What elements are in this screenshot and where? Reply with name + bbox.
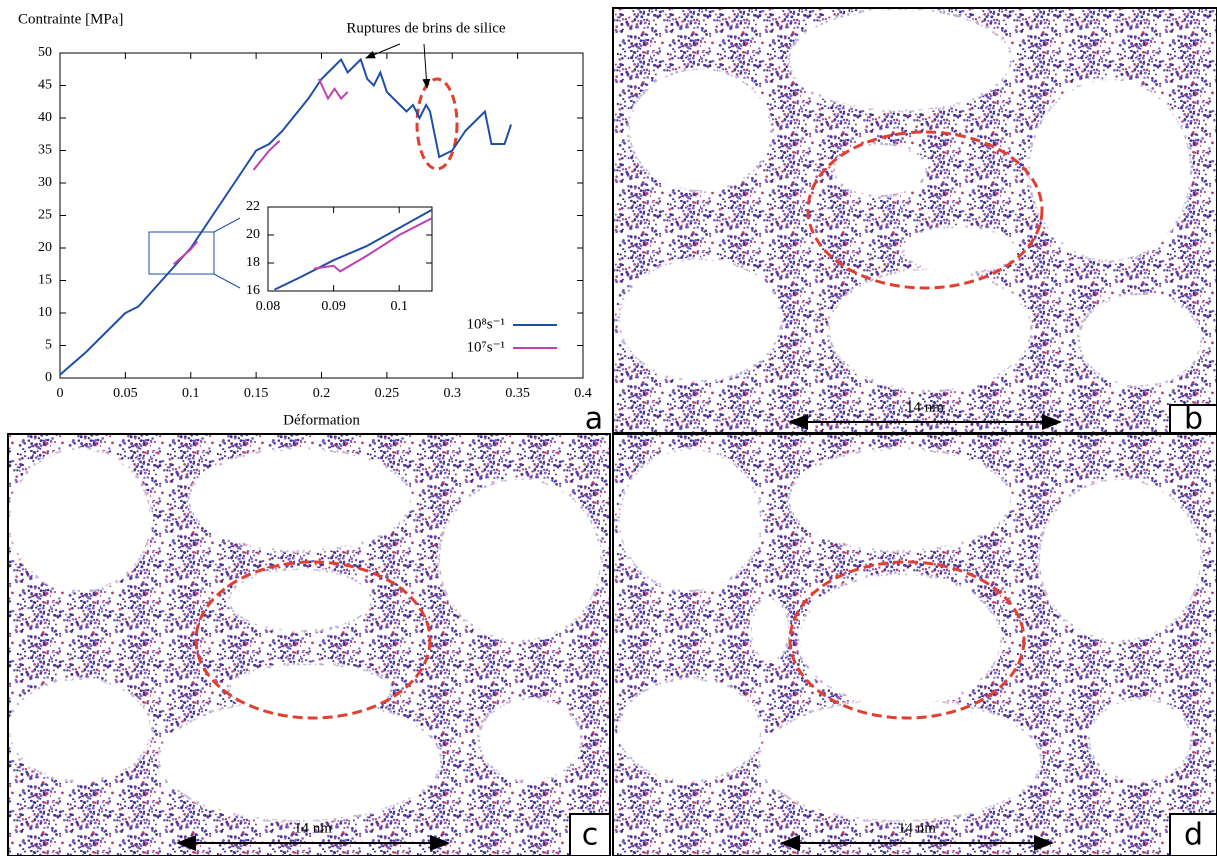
pore [8,447,153,593]
y-tick-label: 16 [246,283,260,298]
pore [227,662,393,718]
y-tick-label: 25 [38,208,52,223]
pore [8,677,153,783]
y-tick-label: 45 [38,78,52,93]
y-tick-label: 5 [45,338,52,353]
x-tick-label: 0 [57,386,64,401]
panel-label-box [1169,813,1217,856]
y-axis-label: Contrainte [MPa] [18,11,123,27]
y-tick-label: 10 [38,305,52,320]
x-axis-label: Déformation [283,412,360,428]
panel-label-box [1169,404,1217,433]
pore [477,697,583,783]
y-tick-label: 18 [246,255,260,270]
annotation-arrow [422,43,431,89]
pore [832,142,928,198]
x-tick-label: 0.15 [244,386,269,401]
x-tick-label: 0.3 [444,386,462,401]
scale-bar-label: 14 nm [294,820,332,836]
legend-label: 10⁸s⁻¹ [467,316,505,332]
zoom-connector [213,217,241,233]
series-line [313,217,433,273]
x-tick-label: 0.4 [574,386,592,401]
pore [757,697,1043,823]
plot-frame [267,206,433,292]
pore [902,225,1018,275]
pore [187,447,413,553]
pore [227,567,373,633]
zoom-connector [213,273,241,289]
pore [617,677,763,783]
y-tick-label: 35 [38,143,52,158]
panel-frame [7,433,611,856]
y-tick-label: 15 [38,273,52,288]
x-tick-label: 0.2 [313,386,331,401]
pore [617,447,763,593]
y-tick-label: 20 [246,227,260,242]
x-tick-label: 0.09 [321,299,346,314]
panel-frame [612,433,1217,856]
y-tick-label: 20 [38,240,52,255]
panel-label: d [1184,818,1203,853]
image-panel: 14 nm b [613,8,1217,437]
panel-label-box [569,813,610,856]
series-line [274,208,433,291]
series-line [173,78,349,266]
highlight-ellipse [806,130,1044,290]
y-tick-label: 0 [45,370,52,385]
x-tick-label: 0.08 [256,299,281,314]
x-tick-label: 0.25 [375,386,400,401]
pore [797,572,1003,708]
series-line [59,57,513,376]
y-tick-label: 22 [246,199,260,214]
image-panel: 14 nm c [8,434,610,856]
x-tick-label: 0.1 [182,386,200,401]
pore [787,8,1013,113]
scale-bar-label: 14 nm [898,820,936,836]
y-tick-label: 30 [38,175,52,190]
pore [617,257,783,383]
x-tick-label: 0.05 [113,386,138,401]
y-tick-label: 40 [38,110,52,125]
y-tick-label: 50 [38,45,52,60]
scale-bar-label: 14 nm [906,399,944,415]
legend-label: 10⁷s⁻¹ [467,339,505,355]
failure-ellipse [415,77,459,171]
pore [1037,477,1203,643]
pore [1087,697,1193,783]
zoom-box [148,231,215,275]
pore [787,447,1013,553]
highlight-ellipse [788,560,1026,720]
x-tick-label: 0.1 [390,299,408,314]
annotation-arrow [365,43,401,59]
x-tick-label: 0.35 [505,386,530,401]
annotation: Ruptures de brins de silice [346,20,505,36]
pore [1027,77,1193,263]
panel-label: c [582,818,599,853]
panel-label: b [1184,402,1203,437]
panel-label: a [585,402,603,437]
pore [749,597,791,663]
pore [437,477,603,643]
pore [827,267,1033,393]
pore [627,67,773,193]
highlight-ellipse [194,560,432,720]
pore [1077,292,1203,388]
image-panel: 14 nm d [613,434,1217,856]
